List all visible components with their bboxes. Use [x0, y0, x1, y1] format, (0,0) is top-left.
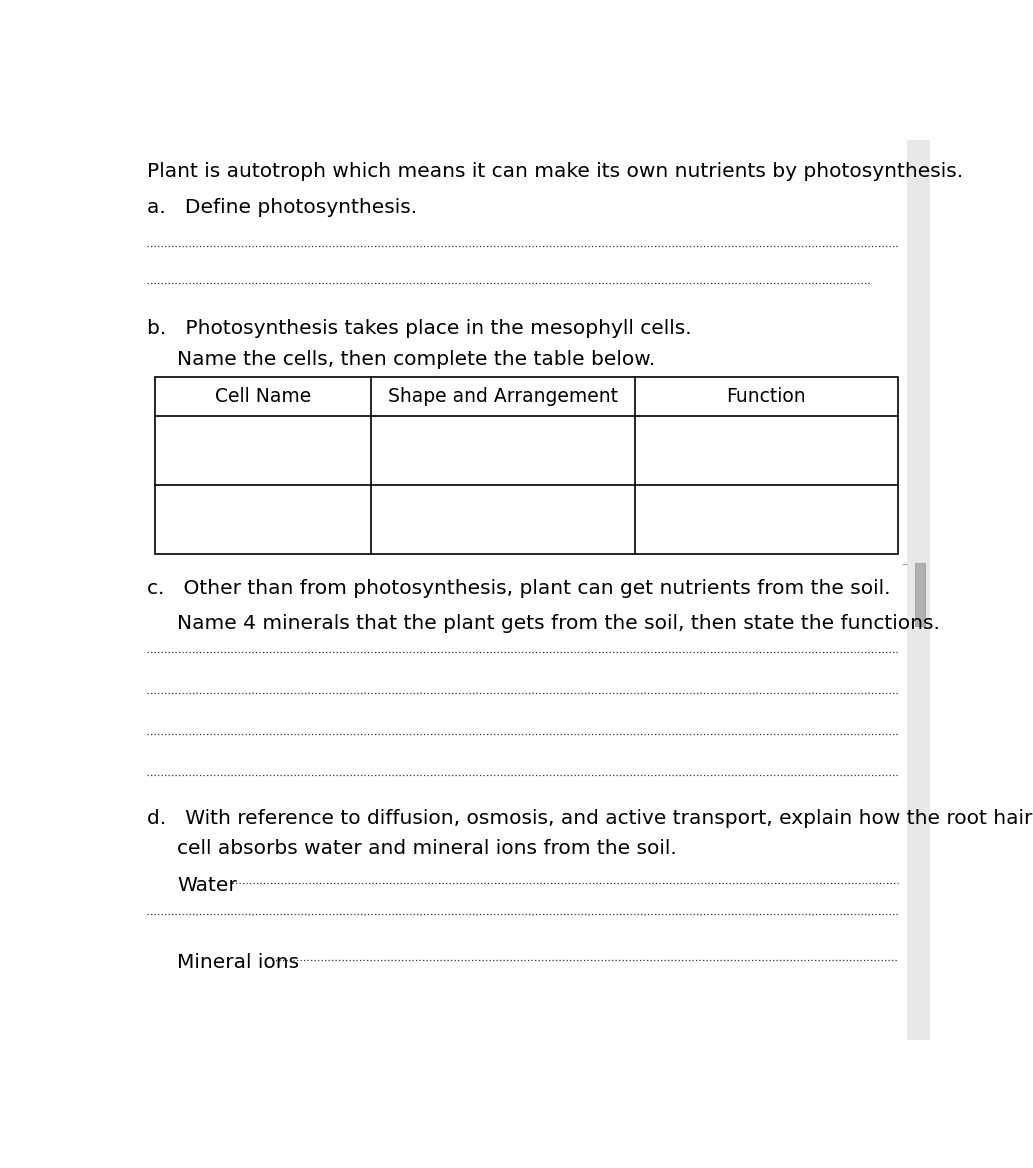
Text: Name 4 minerals that the plant gets from the soil, then state the functions.: Name 4 minerals that the plant gets from…	[178, 613, 940, 633]
Text: Name the cells, then complete the table below.: Name the cells, then complete the table …	[178, 349, 655, 369]
Text: b.   Photosynthesis takes place in the mesophyll cells.: b. Photosynthesis takes place in the mes…	[147, 319, 691, 338]
Text: Function: Function	[726, 387, 806, 406]
Text: Mineral ions: Mineral ions	[178, 953, 300, 972]
Text: Plant is autotroph which means it can make its own nutrients by photosynthesis.: Plant is autotroph which means it can ma…	[147, 161, 963, 181]
Text: --: --	[902, 559, 909, 569]
Text: d.   With reference to diffusion, osmosis, and active transport, explain how the: d. With reference to diffusion, osmosis,…	[147, 808, 1032, 827]
Text: Water: Water	[178, 876, 237, 896]
Text: c.   Other than from photosynthesis, plant can get nutrients from the soil.: c. Other than from photosynthesis, plant…	[147, 579, 890, 598]
Text: Shape and Arrangement: Shape and Arrangement	[388, 387, 618, 406]
Bar	[155, 377, 898, 555]
Text: Cell Name: Cell Name	[215, 387, 311, 406]
Text: cell absorbs water and mineral ions from the soil.: cell absorbs water and mineral ions from…	[178, 840, 677, 858]
Bar	[907, 140, 930, 1040]
Bar	[915, 563, 925, 626]
Text: a.   Define photosynthesis.: a. Define photosynthesis.	[147, 197, 417, 217]
